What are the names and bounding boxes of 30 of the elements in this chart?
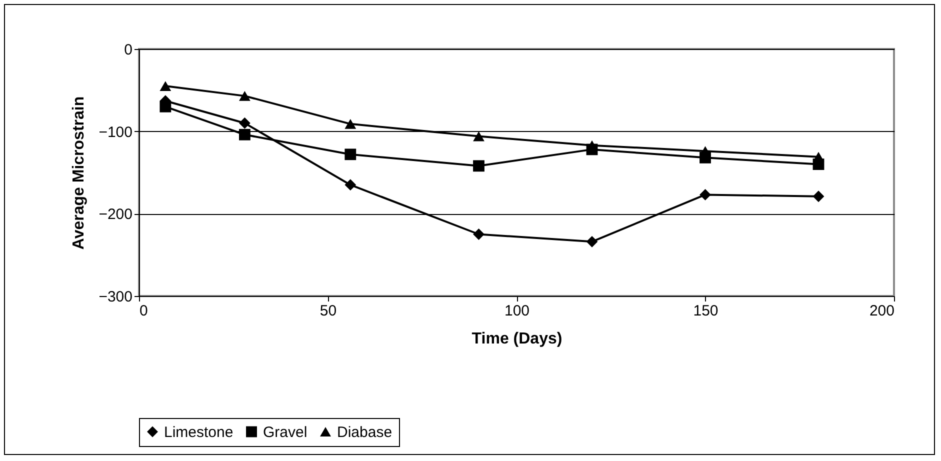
legend-label: Diabase: [337, 424, 392, 441]
legend-label: Gravel: [263, 424, 308, 441]
point: [700, 146, 711, 156]
y-tick-label: 0: [124, 42, 132, 58]
point: [344, 148, 356, 160]
point: [344, 179, 356, 191]
x-tick-label: 0: [140, 302, 148, 320]
legend-label: Limestone: [164, 424, 234, 441]
y-axis-title: Average Microstrain: [70, 96, 88, 250]
y-tick-label: −300: [98, 288, 132, 306]
point: [344, 118, 356, 129]
point: [239, 90, 250, 101]
point: [812, 152, 824, 162]
x-tick-label: 150: [693, 302, 718, 320]
point: [473, 228, 484, 240]
point: [473, 160, 484, 172]
point: [239, 117, 250, 129]
point: [586, 236, 598, 248]
x-tick-label: 50: [320, 302, 337, 320]
point: [473, 131, 484, 142]
point: [160, 100, 172, 112]
y-tick-label: −100: [98, 124, 132, 141]
x-tick-label: 100: [504, 302, 530, 320]
x-axis-title: Time (Days): [472, 330, 562, 348]
point: [700, 189, 711, 200]
y-tick-label: −200: [98, 206, 132, 224]
point: [160, 81, 172, 91]
point: [812, 190, 824, 202]
x-tick-label: 200: [869, 302, 894, 320]
point: [239, 128, 250, 140]
